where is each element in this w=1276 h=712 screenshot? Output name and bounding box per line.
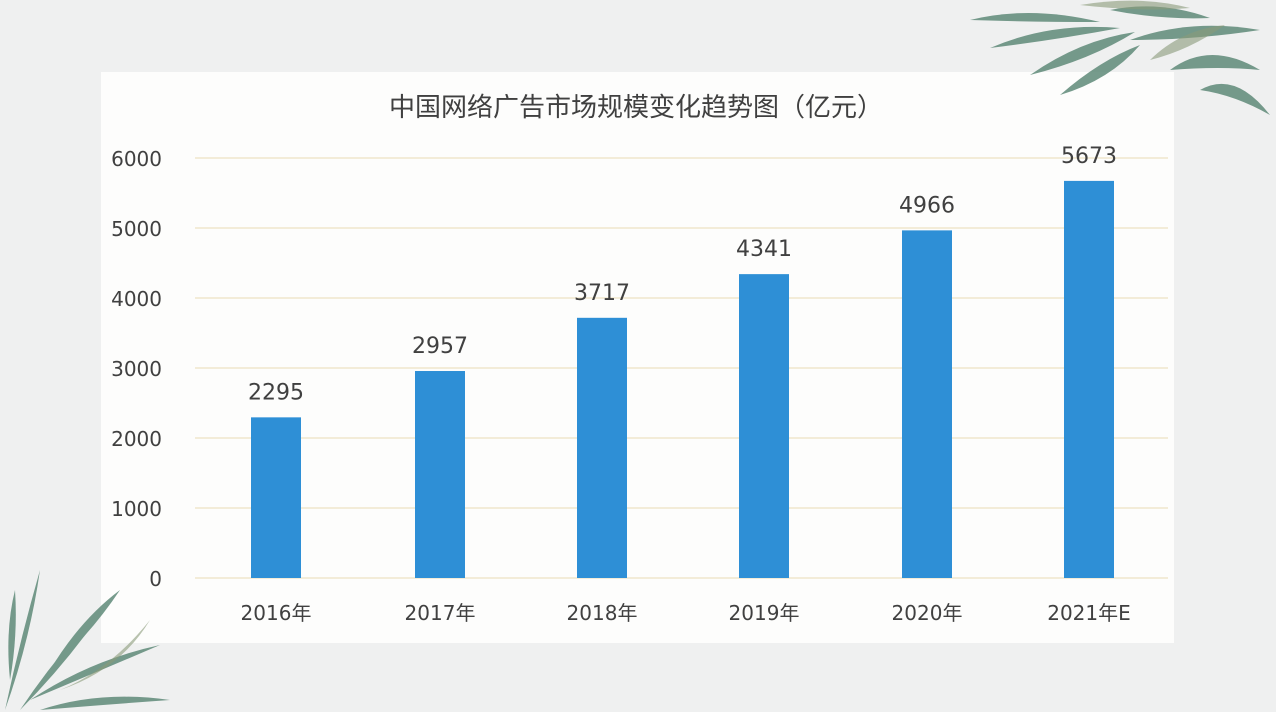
bar: [415, 371, 465, 578]
y-tick-label: 5000: [111, 217, 162, 241]
x-tick-label: 2021年E: [1047, 601, 1131, 625]
y-tick-label: 1000: [111, 497, 162, 521]
y-tick-label: 6000: [111, 147, 162, 171]
x-tick-label: 2017年: [405, 601, 476, 625]
y-tick-label: 3000: [111, 357, 162, 381]
data-label: 4966: [899, 193, 955, 218]
bar: [1064, 180, 1114, 578]
data-label: 3717: [574, 281, 630, 306]
data-label: 2295: [248, 380, 304, 405]
data-label: 4341: [736, 237, 792, 262]
y-tick-label: 2000: [111, 427, 162, 451]
x-tick-label: 2020年: [892, 601, 963, 625]
x-tick-label: 2018年: [567, 601, 638, 625]
y-axis-ticks: 0 1000 2000 3000 4000 5000 6000: [111, 147, 162, 591]
data-labels: 2295 2957 3717 4341 4966 5673: [248, 144, 1117, 405]
bar: [902, 230, 952, 578]
bamboo-leaves-icon: [5, 570, 170, 710]
data-label: 2957: [412, 334, 468, 359]
grid-lines: [195, 157, 1168, 579]
bar: [739, 274, 789, 578]
bars: [251, 180, 1114, 578]
y-tick-label: 0: [149, 567, 162, 591]
bar: [251, 417, 301, 578]
x-tick-label: 2019年: [729, 601, 800, 625]
y-tick-label: 4000: [111, 287, 162, 311]
bar: [577, 317, 627, 578]
data-label: 5673: [1061, 144, 1117, 169]
x-tick-label: 2016年: [241, 601, 312, 625]
chart-title: 中国网络广告市场规模变化趋势图（亿元）: [389, 93, 883, 123]
bamboo-leaves-icon: [970, 0, 1270, 115]
x-axis-ticks: 2016年 2017年 2018年 2019年 2020年 2021年E: [241, 601, 1131, 625]
